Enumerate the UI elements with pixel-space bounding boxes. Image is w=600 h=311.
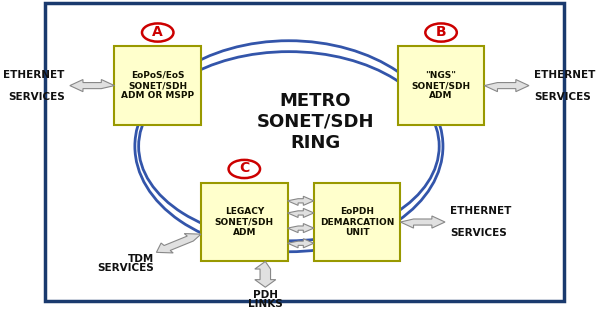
FancyBboxPatch shape xyxy=(45,3,565,301)
Text: B: B xyxy=(436,25,446,39)
Text: SERVICES: SERVICES xyxy=(534,92,591,102)
Text: SERVICES: SERVICES xyxy=(450,228,507,238)
Text: A: A xyxy=(152,25,163,39)
FancyBboxPatch shape xyxy=(314,183,400,262)
Text: EoPoS/EoS
SONET/SDH
ADM OR MSPP: EoPoS/EoS SONET/SDH ADM OR MSPP xyxy=(121,71,194,100)
Polygon shape xyxy=(70,80,115,92)
Text: EoPDH
DEMARCATION
UNIT: EoPDH DEMARCATION UNIT xyxy=(320,207,394,237)
Text: LEGACY
SONET/SDH
ADM: LEGACY SONET/SDH ADM xyxy=(215,207,274,237)
FancyBboxPatch shape xyxy=(115,46,201,125)
Text: ETHERNET: ETHERNET xyxy=(3,70,65,80)
Text: SERVICES: SERVICES xyxy=(97,263,154,273)
FancyBboxPatch shape xyxy=(201,183,287,262)
Text: ETHERNET: ETHERNET xyxy=(534,70,596,80)
Circle shape xyxy=(229,160,260,178)
Polygon shape xyxy=(157,234,201,253)
Text: LINKS: LINKS xyxy=(248,299,283,309)
FancyBboxPatch shape xyxy=(398,46,484,125)
Polygon shape xyxy=(484,80,529,92)
Circle shape xyxy=(425,23,457,42)
Polygon shape xyxy=(287,239,314,248)
Text: C: C xyxy=(239,161,250,175)
Polygon shape xyxy=(287,196,314,205)
Polygon shape xyxy=(400,216,445,228)
Text: PDH: PDH xyxy=(253,290,278,300)
Text: "NGS"
SONET/SDH
ADM: "NGS" SONET/SDH ADM xyxy=(412,71,470,100)
Circle shape xyxy=(142,23,173,42)
Polygon shape xyxy=(287,224,314,233)
Text: TDM: TDM xyxy=(128,254,154,264)
Text: ETHERNET: ETHERNET xyxy=(450,206,512,216)
Polygon shape xyxy=(255,262,276,287)
Polygon shape xyxy=(287,208,314,217)
Text: SERVICES: SERVICES xyxy=(8,92,65,102)
Text: METRO
SONET/SDH
RING: METRO SONET/SDH RING xyxy=(256,92,374,152)
